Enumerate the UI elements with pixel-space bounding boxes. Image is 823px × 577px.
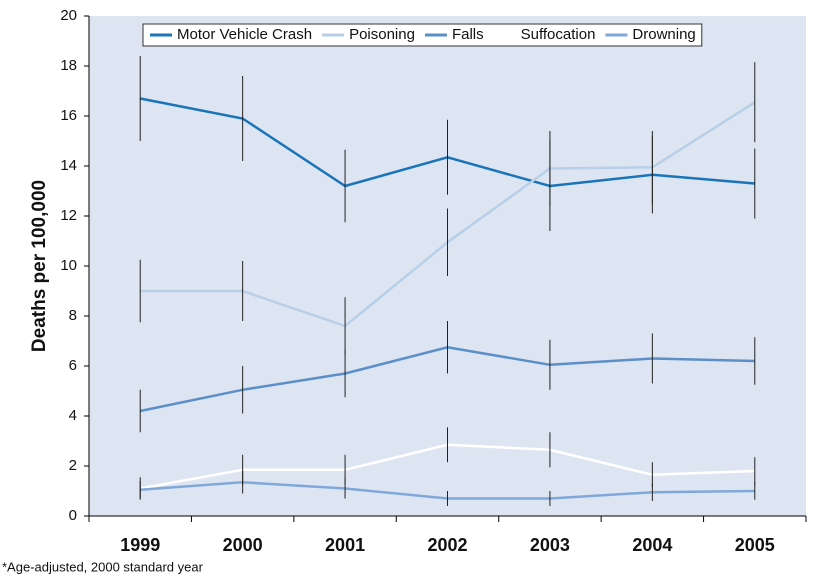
x-tick-label: 1999 xyxy=(120,535,160,555)
y-tick-label: 18 xyxy=(60,57,77,74)
legend-label: Falls xyxy=(452,26,484,43)
y-tick-label: 8 xyxy=(69,307,77,324)
y-tick-label: 10 xyxy=(60,257,77,274)
y-tick-label: 4 xyxy=(69,407,77,424)
y-tick-label: 0 xyxy=(69,507,77,524)
legend-label: Poisoning xyxy=(349,26,415,43)
y-axis-label: Deaths per 100,000 xyxy=(29,180,50,352)
x-tick-label: 2000 xyxy=(223,535,263,555)
y-tick-label: 12 xyxy=(60,207,77,224)
legend-label: Motor Vehicle Crash xyxy=(177,26,312,43)
y-tick-label: 2 xyxy=(69,457,77,474)
y-tick-label: 14 xyxy=(60,157,77,174)
x-tick-label: 2001 xyxy=(325,535,365,555)
x-tick-label: 2005 xyxy=(735,535,775,555)
x-tick-label: 2002 xyxy=(427,535,467,555)
x-tick-label: 2003 xyxy=(530,535,570,555)
y-tick-label: 16 xyxy=(60,107,77,124)
footnote: *Age-adjusted, 2000 standard year xyxy=(2,559,204,574)
x-tick-label: 2004 xyxy=(632,535,672,555)
legend-label: Suffocation xyxy=(521,26,596,43)
legend-label: Drowning xyxy=(632,26,695,43)
y-tick-label: 6 xyxy=(69,357,77,374)
legend-box xyxy=(142,23,703,47)
y-tick-label: 20 xyxy=(60,7,77,24)
legend: Motor Vehicle Crash Poisoning Falls Suffoca… xyxy=(142,23,703,47)
